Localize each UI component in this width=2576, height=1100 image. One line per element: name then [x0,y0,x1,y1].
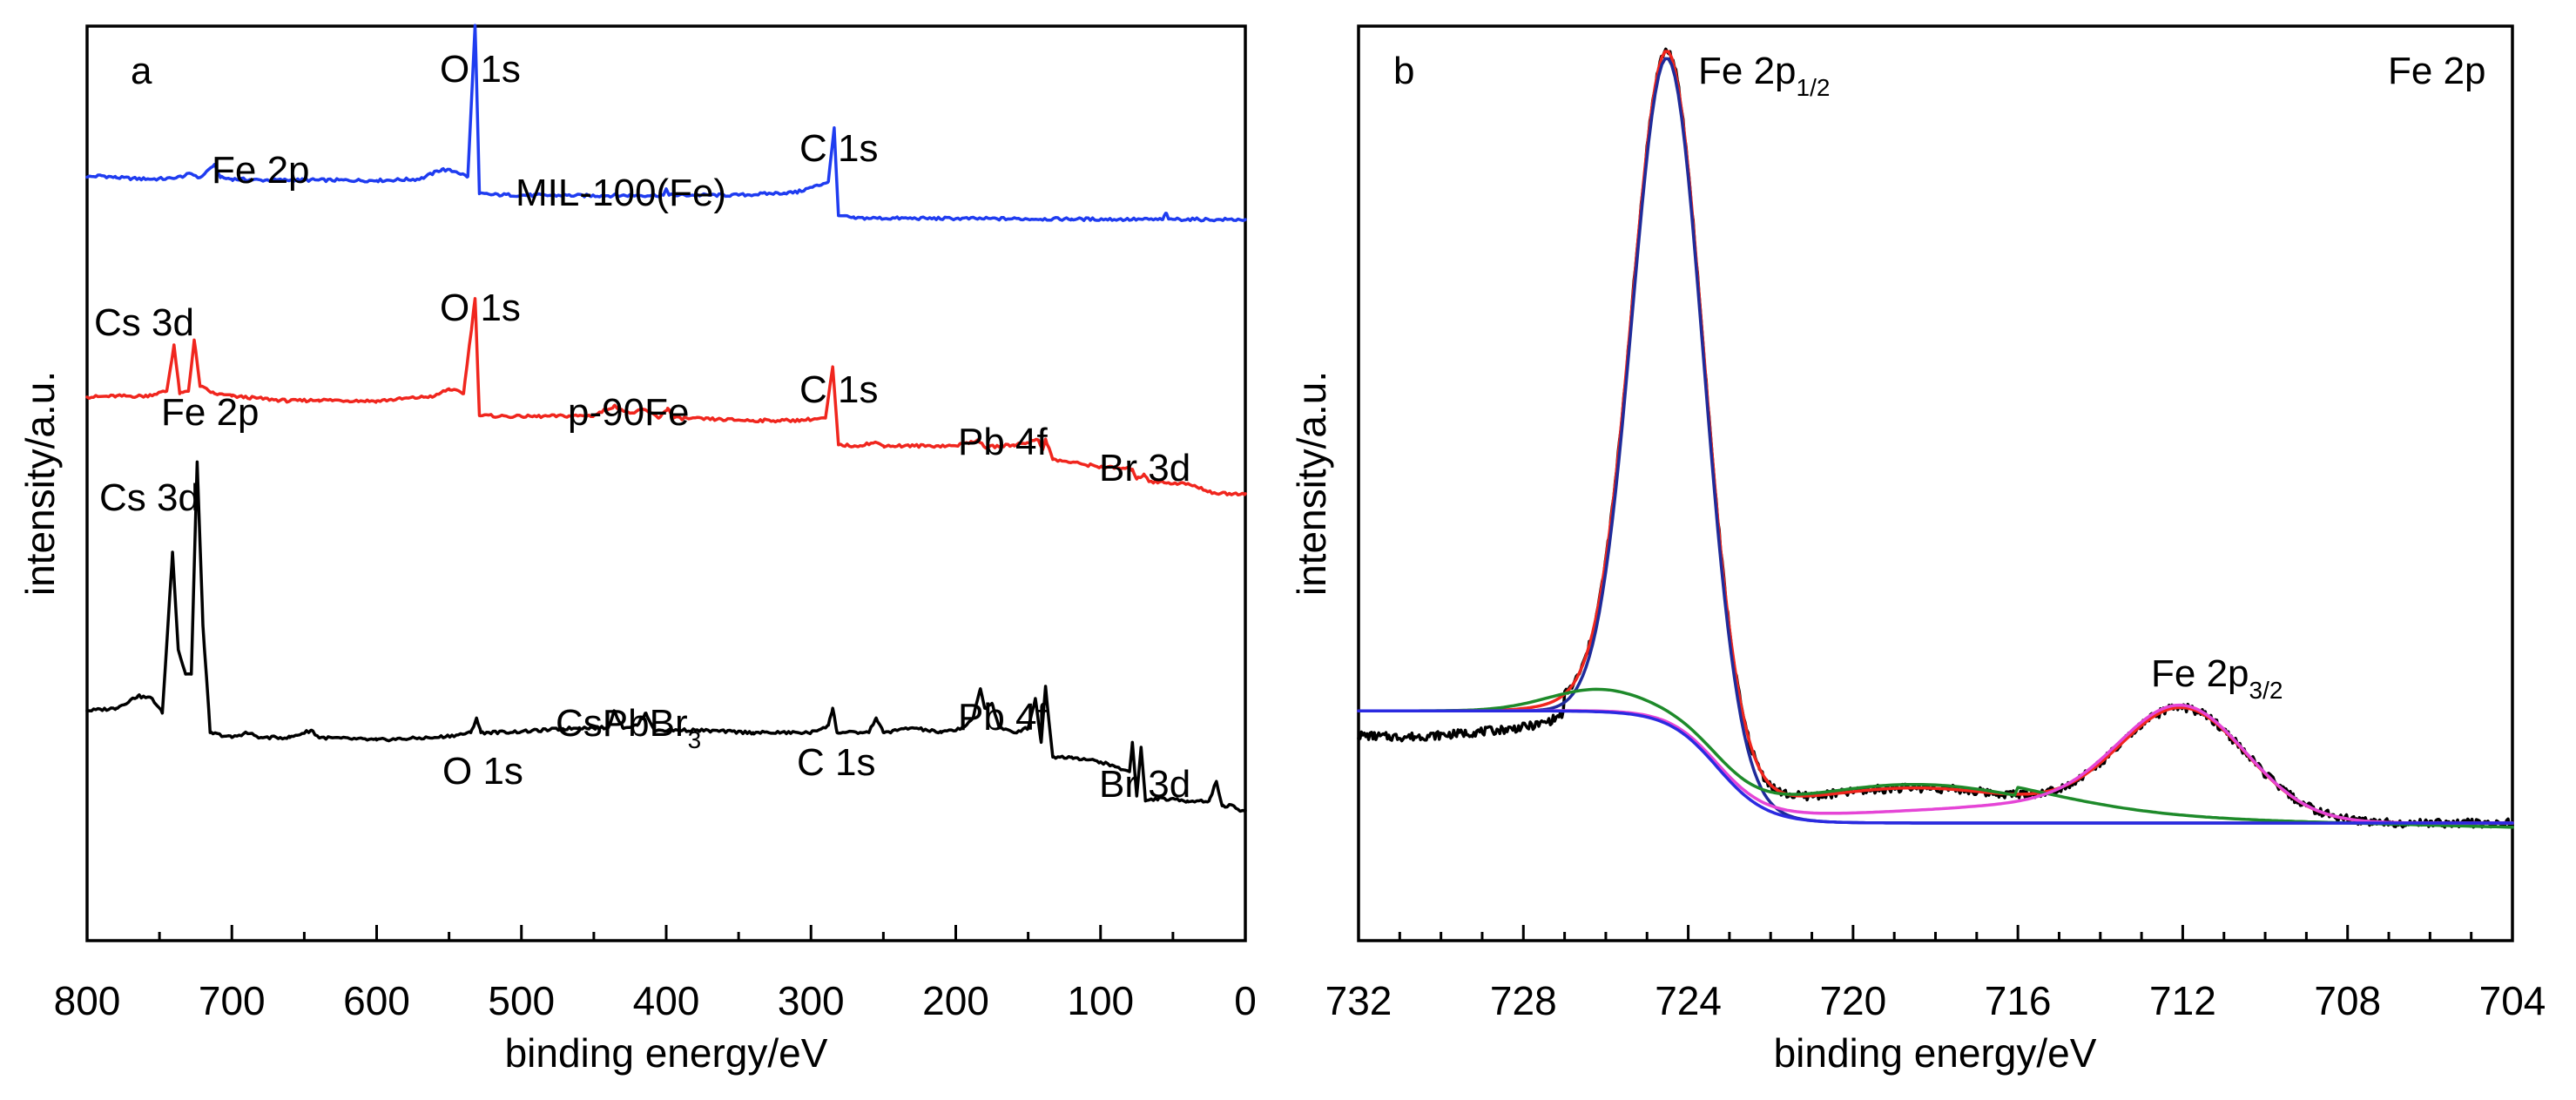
series-mil-100-fe- [85,24,1247,223]
panel-b-label: b [1393,50,1414,92]
panel-b-curves [1357,47,2514,829]
panel-a-x-tick-labels: 800 700 600 500 400 300 200 100 0 [54,978,1257,1023]
panel-a-curves [85,24,1247,813]
label-o1s-cspbbr3: O 1s [442,750,523,793]
series-background [1357,709,2514,825]
label-o1s-p90: O 1s [440,287,521,329]
panel-b-x-ticks [1357,925,2514,941]
series-p-90fe [85,297,1247,497]
label-c1s-cspbbr3: C 1s [797,741,875,784]
label-c1s-mil: C 1s [799,127,878,170]
x-tick-label: 720 [1819,978,1886,1023]
x-tick-label: 728 [1490,978,1557,1023]
fe2p-three-half-subscript: 3/2 [2249,677,2283,704]
label-fe2p-corner: Fe 2p [2388,50,2486,92]
x-tick-label: 704 [2479,978,2546,1023]
panel-b-y-axis-label: intensity/a.u. [1289,371,1334,596]
x-tick-label: 100 [1067,978,1134,1023]
x-tick-label: 400 [633,978,700,1023]
cspbbr3-main: CsPbBr [556,702,688,745]
panel-a-xps-survey: 800 700 600 500 400 300 200 100 0 a O 1s Fe 2p M… [17,24,1257,1076]
x-tick-label: 708 [2314,978,2381,1023]
panel-b-fe2p-spectrum: 732 728 724 720 716 712 708 704 b Fe 2p Fe 2p1/… [1289,24,2546,1076]
panel-b-x-axis-label: binding energy/eV [1774,1030,2097,1076]
label-pb4f-cspbbr3: Pb 4f [958,696,1049,739]
x-tick-label: 600 [343,978,410,1023]
x-tick-label: 500 [488,978,555,1023]
label-br3d-p90: Br 3d [1099,447,1190,489]
series-cspbbr3 [85,460,1247,813]
x-tick-label: 200 [922,978,989,1023]
cspbbr3-subscript: 3 [688,726,702,753]
label-fe2p-mil: Fe 2p [212,149,310,192]
series-fit-envelope [1357,50,2514,825]
label-cs3d-cspbbr3: Cs 3d [99,476,199,519]
label-mil-100-fe: MIL-100(Fe) [516,172,726,214]
panel-a-label: a [131,50,152,92]
label-fe2p-half: Fe 2p1/2 [1698,50,1830,101]
label-fe2p-p90: Fe 2p [161,391,260,434]
label-cspbbr3: CsPbBr3 [556,702,701,753]
panel-a-x-axis-label: binding energy/eV [505,1030,828,1076]
x-tick-label: 712 [2149,978,2216,1023]
x-tick-label: 732 [1325,978,1393,1023]
label-br3d-cspbbr3: Br 3d [1099,763,1190,806]
x-tick-label: 724 [1655,978,1722,1023]
label-c1s-p90: C 1s [799,368,878,411]
label-o1s-mil: O 1s [440,48,521,91]
x-tick-label: 700 [199,978,266,1023]
label-pb4f-p90: Pb 4f [958,421,1049,463]
fe2p-half-subscript: 1/2 [1797,74,1831,101]
panel-b-x-tick-labels: 732 728 724 720 716 712 708 704 [1325,978,2546,1023]
panel-b-frame [1357,24,2514,942]
fe2p-three-half-main: Fe 2p [2151,652,2249,695]
x-tick-label: 716 [1985,978,2052,1023]
x-tick-label: 0 [1234,978,1257,1023]
label-fe2p-three-half: Fe 2p3/2 [2151,652,2283,704]
fe2p-half-main: Fe 2p [1698,50,1797,92]
panel-a-y-axis-label: intensity/a.u. [17,371,63,596]
label-cs3d-p90: Cs 3d [94,301,194,344]
label-p-90fe: p-90Fe [568,391,689,434]
x-tick-label: 800 [54,978,121,1023]
x-tick-label: 300 [778,978,845,1023]
panel-a-x-ticks [85,925,1247,941]
